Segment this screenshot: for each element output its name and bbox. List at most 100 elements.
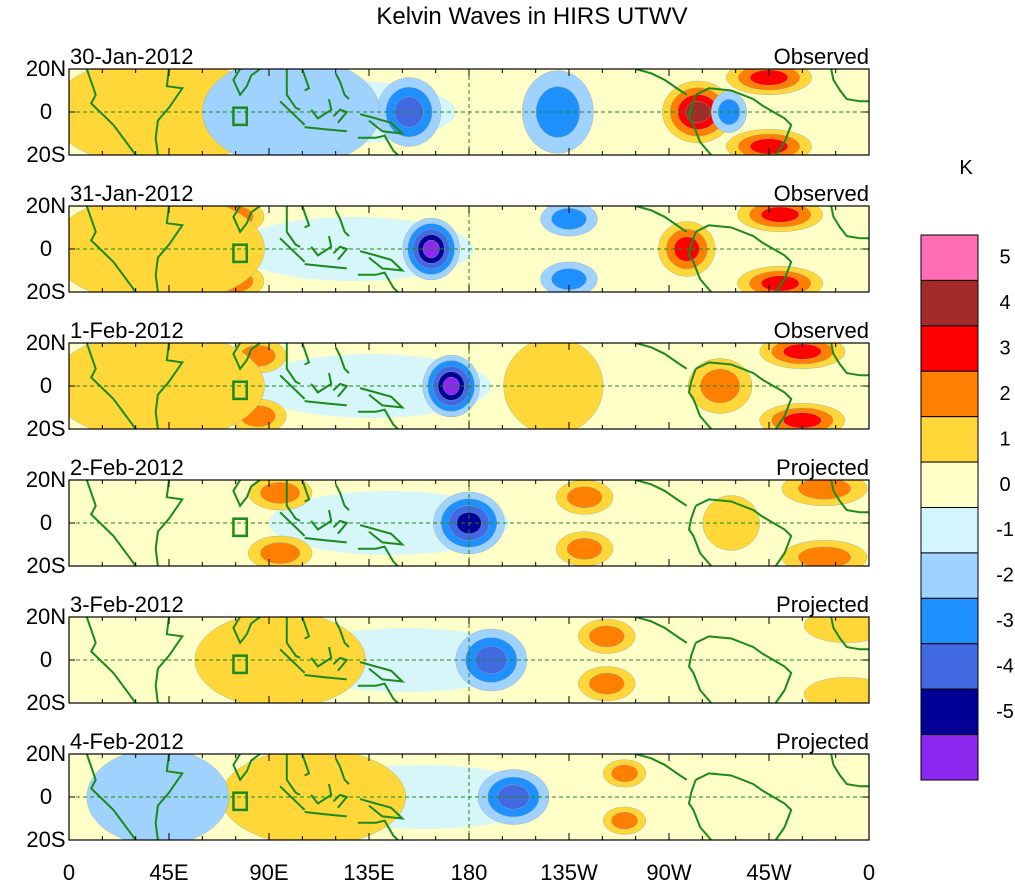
anomaly-feature (69, 206, 265, 292)
lat-tick-label: 0 (40, 99, 52, 124)
region-box-marker (232, 654, 249, 675)
lat-tick-label: 20S (26, 142, 65, 167)
region-box-marker (232, 380, 249, 401)
panel-kind-label: Observed (774, 44, 869, 69)
colorbar-swatch (920, 552, 979, 599)
region-box-marker (232, 106, 249, 127)
lon-tick-label: 45E (149, 860, 188, 885)
lat-tick-label: 20N (26, 741, 66, 766)
anomaly-feature (603, 806, 647, 835)
contour-level (69, 343, 265, 429)
map-panel: 20N 0 20S 1-Feb-2012 Observed (26, 318, 870, 441)
panel-date-label: 1-Feb-2012 (70, 318, 184, 343)
lat-tick-label: 0 (40, 373, 52, 398)
colorbar-swatch (920, 370, 979, 418)
colorbar-swatch (920, 643, 979, 690)
contour-level (566, 486, 603, 508)
panel-kind-label: Projected (776, 455, 869, 480)
colorbar-units-label: K (959, 157, 973, 179)
lat-tick-label: 20S (26, 690, 65, 715)
contour-level (69, 206, 265, 292)
anomaly-feature (726, 69, 812, 95)
anomaly-feature (803, 677, 869, 703)
colorbar-tick-label: 5 (999, 247, 1010, 269)
lat-tick-label: 20S (26, 416, 65, 441)
lat-tick-label: 20S (26, 553, 65, 578)
anomaly-feature (737, 206, 823, 232)
map-panel: 20N 0 20S 31-Jan-2012 Observed (26, 181, 870, 304)
contour-level (86, 754, 230, 840)
lat-tick-label: 20N (26, 193, 66, 218)
lon-tick-label: 90W (646, 860, 691, 885)
coastlines (85, 343, 869, 429)
anomaly-contours (69, 480, 868, 566)
colorbar-swatch (920, 507, 979, 554)
anomaly-feature (422, 354, 480, 418)
colorbar-swatch (920, 688, 979, 736)
lat-tick-label: 0 (40, 236, 52, 261)
contour-level (760, 206, 800, 223)
chart-title: Kelvin Waves in HIRS UTWV (376, 3, 687, 30)
colorbar-swatch (920, 597, 979, 645)
coastlines (85, 69, 869, 155)
contour-level (589, 625, 625, 648)
panel-date-label: 2-Feb-2012 (70, 455, 184, 480)
region-box-marker (232, 243, 249, 264)
anomaly-feature (522, 70, 594, 154)
lat-tick-label: 20N (26, 467, 66, 492)
anomaly-feature (781, 480, 868, 506)
panel-date-label: 30-Jan-2012 (70, 44, 194, 69)
contour-level (798, 480, 852, 500)
contour-level (803, 617, 869, 643)
anomaly-feature (737, 266, 823, 292)
lat-tick-label: 20N (26, 604, 66, 629)
anomaly-feature (69, 343, 265, 429)
panel-kind-label: Projected (776, 729, 869, 754)
anomaly-feature (662, 80, 734, 144)
coastlines (85, 480, 869, 566)
contour-level (535, 86, 580, 138)
colorbar-swatch (920, 734, 979, 781)
lat-tick-label: 20S (26, 279, 65, 304)
anomaly-feature (803, 617, 869, 643)
anomaly-feature (578, 618, 636, 654)
contour-level (566, 538, 603, 560)
lon-tick-label: 45W (746, 860, 791, 885)
contour-level (798, 546, 852, 566)
map-panel: 20N 0 20S 4-Feb-2012 Projected (26, 729, 870, 852)
lon-tick-label: 135W (540, 860, 598, 885)
colorbar-tick-label: -3 (996, 610, 1014, 632)
panel-kind-label: Projected (776, 592, 869, 617)
anomaly-feature (555, 531, 614, 566)
anomaly-feature (86, 754, 230, 840)
anomaly-feature (540, 261, 598, 292)
colorbar-tick-label: 1 (999, 428, 1010, 450)
anomaly-feature (555, 480, 614, 515)
panel-kind-label: Observed (774, 318, 869, 343)
colorbar-tick-label: 2 (999, 383, 1010, 405)
coastlines (85, 206, 869, 292)
map-panel: 20N 0 20S 3-Feb-2012 Projected (26, 592, 870, 715)
lat-tick-label: 20S (26, 827, 65, 852)
colorbar-tick-label: -1 (996, 519, 1014, 541)
contour-level (760, 275, 800, 292)
region-box-marker (232, 791, 249, 812)
colorbar-tick-label: 4 (999, 292, 1010, 314)
colorbar-swatch (920, 234, 979, 281)
lon-tick-label: 0 (63, 860, 75, 885)
contour-level (611, 811, 638, 830)
colorbar-tick-label: 0 (999, 474, 1010, 496)
anomaly-feature (433, 491, 505, 555)
colorbar-tick-label: -5 (996, 701, 1014, 723)
anomaly-feature (247, 535, 313, 566)
longitude-axis: 0 45E 90E 135E 180 135W 90W 45W 0 (63, 860, 875, 885)
panel-date-label: 3-Feb-2012 (70, 592, 184, 617)
colorbar-tick-label: 3 (999, 338, 1010, 360)
anomaly-feature (402, 217, 460, 281)
anomaly-feature (603, 759, 647, 788)
panel-date-label: 4-Feb-2012 (70, 729, 184, 754)
anomaly-feature (781, 540, 868, 566)
anomaly-feature (247, 480, 313, 511)
lat-tick-label: 0 (40, 510, 52, 535)
